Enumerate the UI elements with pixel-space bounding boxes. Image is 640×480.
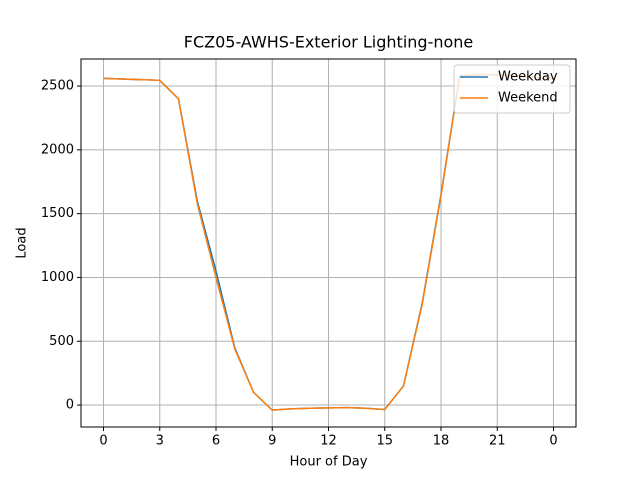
legend: Weekday Weekend bbox=[453, 64, 571, 114]
y-tick-label: 2500 bbox=[41, 79, 74, 94]
y-axis-label: Load bbox=[15, 227, 30, 258]
y-tick-label: 1500 bbox=[41, 206, 74, 221]
y-tick-label: 500 bbox=[49, 334, 74, 349]
x-tick-label: 18 bbox=[433, 434, 450, 449]
x-tick-label: 6 bbox=[212, 434, 220, 449]
x-axis-label: Hour of Day bbox=[290, 455, 368, 470]
x-tick-label: 15 bbox=[376, 434, 393, 449]
chart-title: FCZ05-AWHS-Exterior Lighting-none bbox=[184, 33, 474, 52]
x-tick-label: 9 bbox=[268, 434, 276, 449]
x-tick-label: 12 bbox=[320, 434, 337, 449]
y-tick-label: 2000 bbox=[41, 142, 74, 157]
y-tick-label: 1000 bbox=[41, 270, 74, 285]
x-tick-label: 0 bbox=[549, 434, 557, 449]
x-tick-label: 0 bbox=[99, 434, 107, 449]
legend-label: Weekday bbox=[498, 70, 558, 85]
legend-label: Weekend bbox=[498, 91, 558, 106]
x-tick-label: 21 bbox=[489, 434, 506, 449]
y-tick-label: 0 bbox=[66, 398, 74, 413]
axes-frame bbox=[80, 58, 577, 428]
x-tick-label: 3 bbox=[156, 434, 164, 449]
